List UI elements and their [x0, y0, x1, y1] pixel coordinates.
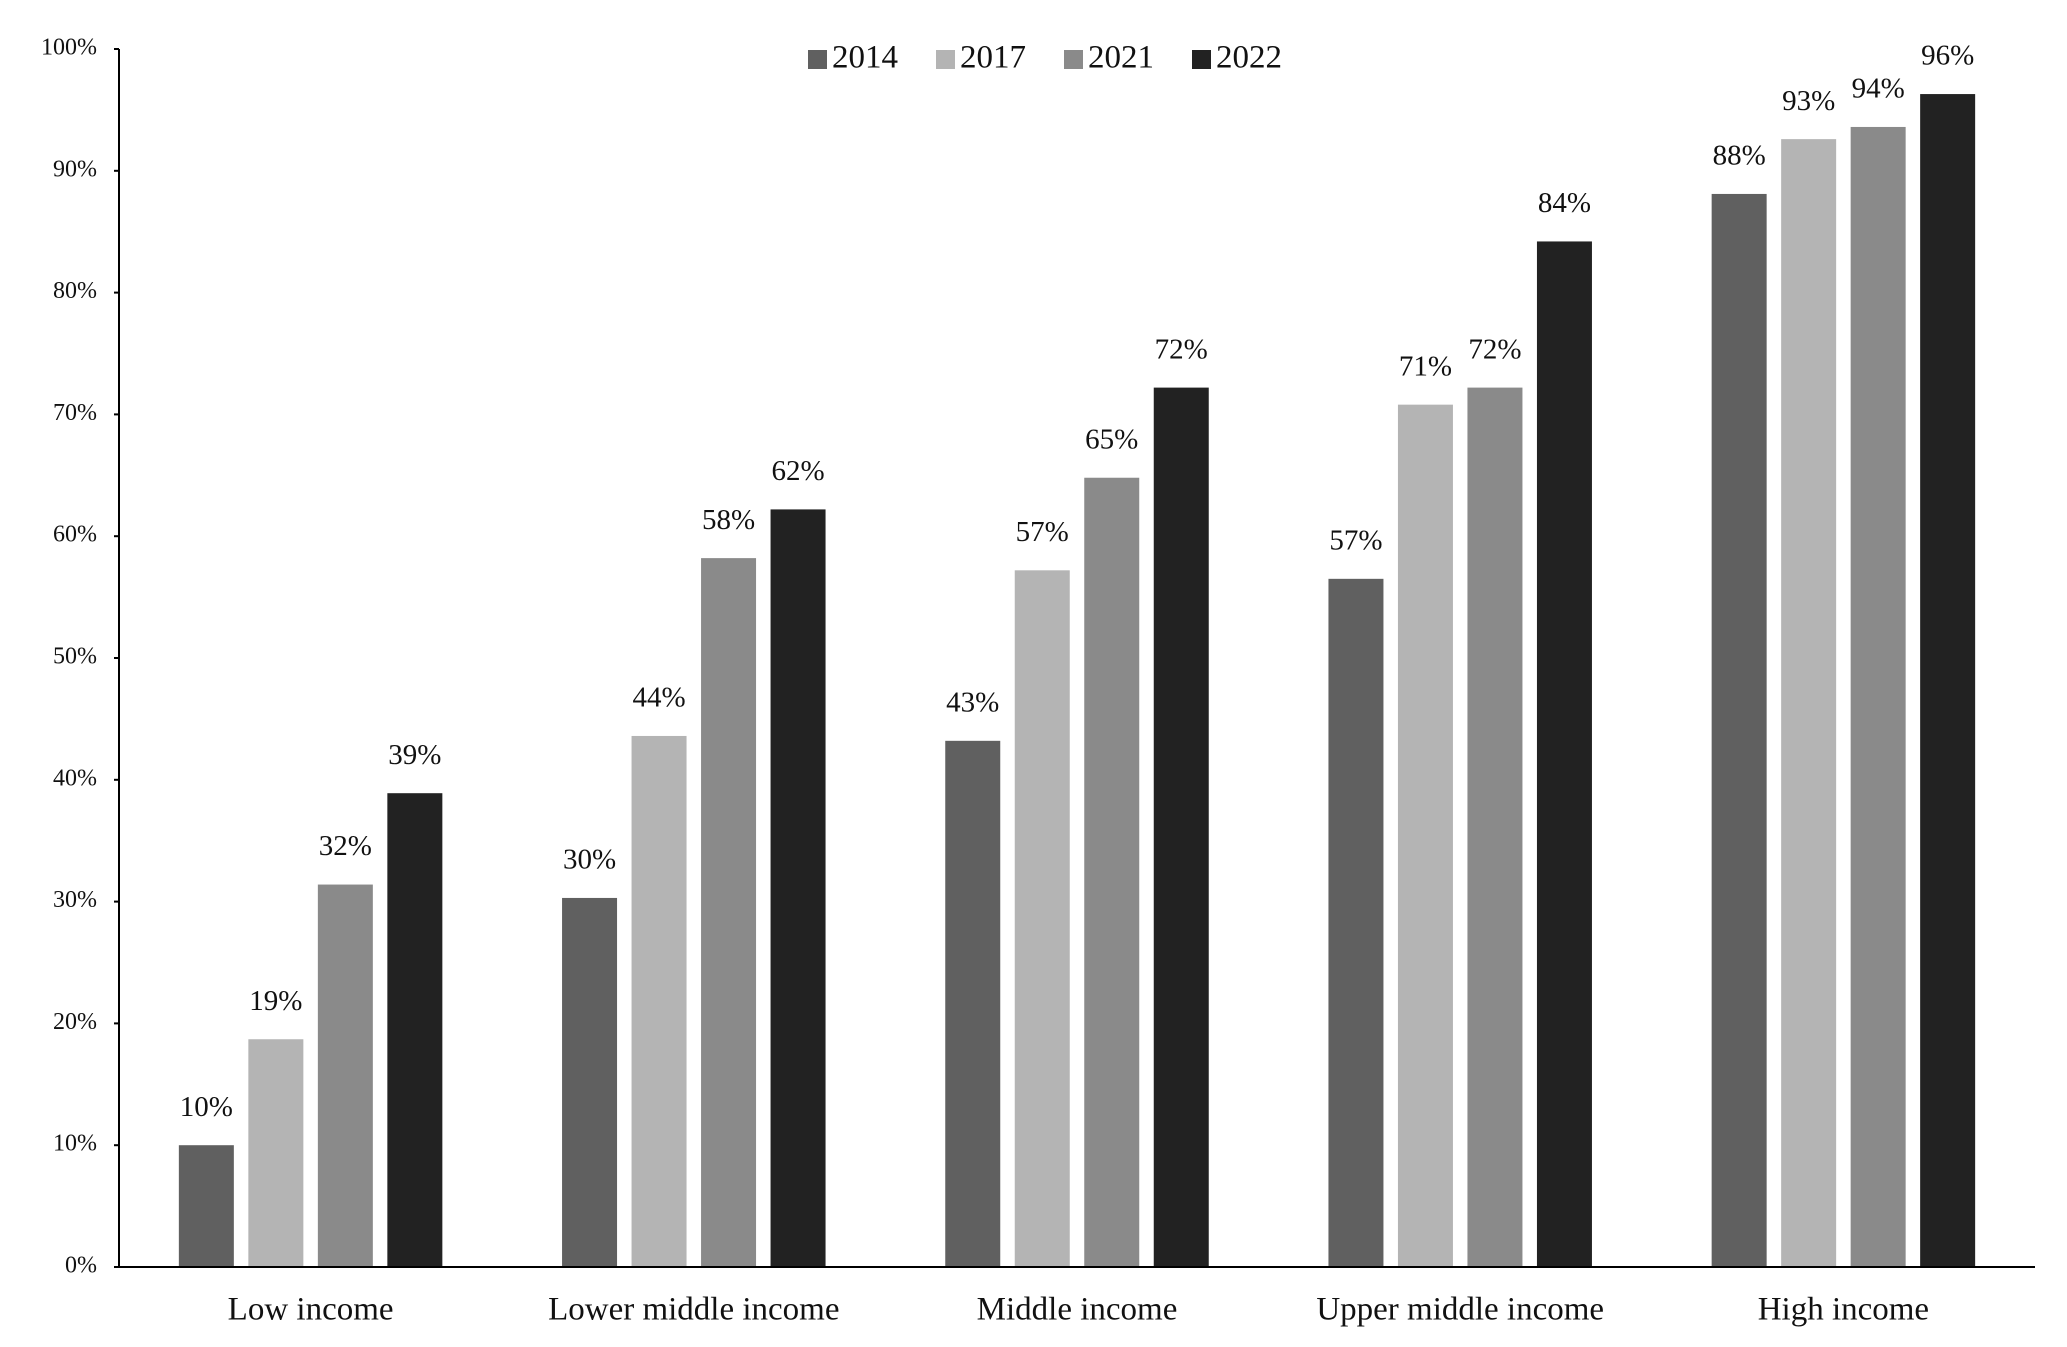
legend-swatch	[1192, 50, 1211, 69]
bar	[701, 558, 757, 1267]
bar	[1850, 126, 1906, 1267]
bar	[317, 884, 373, 1267]
bar	[178, 1145, 234, 1267]
legend-label: 2022	[1216, 40, 1282, 76]
bar	[1536, 241, 1592, 1268]
x-tick-label: Upper middle income	[1316, 1292, 1604, 1328]
value-label: 65%	[1085, 423, 1138, 455]
bar	[1397, 404, 1453, 1267]
x-tick-label: Lower middle income	[548, 1292, 839, 1328]
value-label: 71%	[1399, 350, 1452, 382]
y-tick-label: 20%	[53, 1009, 97, 1035]
x-tick-label: Low income	[228, 1292, 394, 1328]
value-label: 39%	[388, 739, 441, 771]
legend-label: 2017	[960, 40, 1026, 76]
y-tick-label: 70%	[53, 400, 97, 426]
bar	[1467, 387, 1523, 1267]
value-label: 96%	[1921, 40, 1974, 72]
y-tick-label: 10%	[53, 1131, 97, 1157]
value-label: 58%	[702, 504, 755, 536]
bar	[770, 509, 826, 1267]
bar	[945, 740, 1001, 1267]
legend-label: 2021	[1088, 40, 1154, 76]
y-tick-label: 40%	[53, 765, 97, 791]
bar	[1711, 193, 1767, 1267]
bar	[1153, 387, 1209, 1267]
value-label: 84%	[1538, 187, 1591, 219]
value-label: 93%	[1782, 85, 1835, 117]
y-tick-label: 60%	[53, 522, 97, 548]
bar	[1014, 570, 1070, 1267]
legend-swatch	[936, 50, 955, 69]
y-tick-label: 80%	[53, 278, 97, 304]
bar	[1781, 139, 1837, 1268]
bar	[562, 897, 618, 1267]
value-label: 30%	[563, 844, 616, 876]
value-label: 43%	[946, 686, 999, 718]
bar	[1328, 578, 1384, 1267]
value-label: 32%	[319, 830, 372, 862]
value-label: 10%	[180, 1091, 233, 1123]
bar	[248, 1039, 304, 1267]
x-tick-label: High income	[1758, 1292, 1929, 1328]
bar	[631, 735, 687, 1267]
legend-label: 2014	[832, 40, 898, 76]
x-tick-label: Middle income	[977, 1292, 1178, 1328]
y-tick-label: 0%	[65, 1253, 97, 1279]
y-tick-label: 50%	[53, 644, 97, 670]
value-label: 19%	[249, 985, 302, 1017]
y-tick-label: 100%	[41, 35, 97, 61]
value-label: 57%	[1329, 524, 1382, 556]
value-label: 62%	[771, 455, 824, 487]
y-tick-label: 90%	[53, 156, 97, 182]
value-label: 57%	[1016, 516, 1069, 548]
legend-swatch	[808, 50, 827, 69]
bar	[1084, 477, 1140, 1268]
value-label: 72%	[1468, 333, 1521, 365]
value-label: 72%	[1155, 333, 1208, 365]
bar	[1920, 94, 1976, 1267]
value-label: 44%	[632, 682, 685, 714]
value-label: 88%	[1713, 140, 1766, 172]
bar	[387, 793, 443, 1267]
y-tick-label: 30%	[53, 887, 97, 913]
value-label: 94%	[1852, 73, 1905, 105]
legend-swatch	[1064, 50, 1083, 69]
